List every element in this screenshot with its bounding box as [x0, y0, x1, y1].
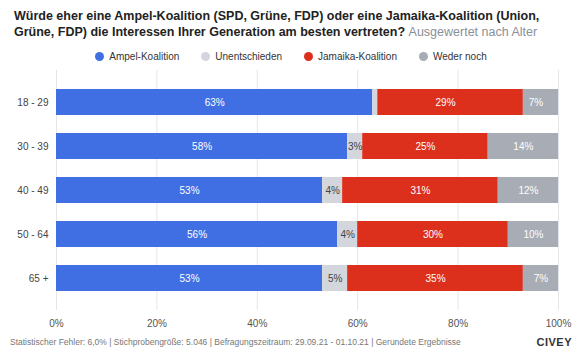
html-text:Ampel-Koalition: Ampel-Koalition	[109, 50, 180, 62]
svg-text:10%: 10%	[523, 229, 543, 240]
svg-text:58%: 58%	[192, 141, 212, 152]
svg-text:53%: 53%	[180, 273, 200, 284]
svg-text:80%: 80%	[448, 318, 468, 329]
svg-text:56%: 56%	[187, 229, 207, 240]
svg-text:100%: 100%	[546, 318, 572, 329]
svg-text:63%: 63%	[205, 97, 225, 108]
html-text:Jamaika-Koalition: Jamaika-Koalition	[318, 50, 397, 62]
svg-text:25%: 25%	[415, 141, 435, 152]
svg-text:20%: 20%	[147, 318, 167, 329]
html-text:Würde eher eine Ampel-Koalitio: Würde eher eine Ampel-Koalition (SPD, Gr…	[14, 9, 540, 39]
svg-text:65 +: 65 +	[29, 273, 49, 284]
svg-text:50 - 64: 50 - 64	[17, 229, 49, 240]
svg-text:40 - 49: 40 - 49	[17, 185, 49, 196]
html-text:Unentschieden: Unentschieden	[215, 50, 282, 62]
svg-text:5%: 5%	[328, 273, 343, 284]
svg-text:18 - 29: 18 - 29	[17, 97, 49, 108]
svg-text:60%: 60%	[348, 318, 368, 329]
html-text:CIVEY: CIVEY	[536, 336, 572, 348]
html-text:Weder noch: Weder noch	[433, 50, 487, 62]
svg-text:0%: 0%	[49, 318, 64, 329]
svg-text:4%: 4%	[340, 229, 355, 240]
svg-text:30%: 30%	[423, 229, 443, 240]
html-text:Statistischer Fehler: 6,0% | S: Statistischer Fehler: 6,0% | Stichproben…	[10, 337, 461, 347]
svg-text:30 - 39: 30 - 39	[17, 141, 49, 152]
svg-text:14%: 14%	[513, 141, 533, 152]
svg-text:4%: 4%	[325, 185, 340, 196]
svg-text:31%: 31%	[410, 185, 430, 196]
svg-text:29%: 29%	[436, 97, 456, 108]
svg-text:7%: 7%	[529, 97, 544, 108]
svg-text:7%: 7%	[534, 273, 549, 284]
svg-text:35%: 35%	[426, 273, 446, 284]
svg-text:12%: 12%	[518, 185, 538, 196]
svg-text:3%: 3%	[348, 141, 363, 152]
svg-text:53%: 53%	[180, 185, 200, 196]
svg-text:40%: 40%	[247, 318, 267, 329]
